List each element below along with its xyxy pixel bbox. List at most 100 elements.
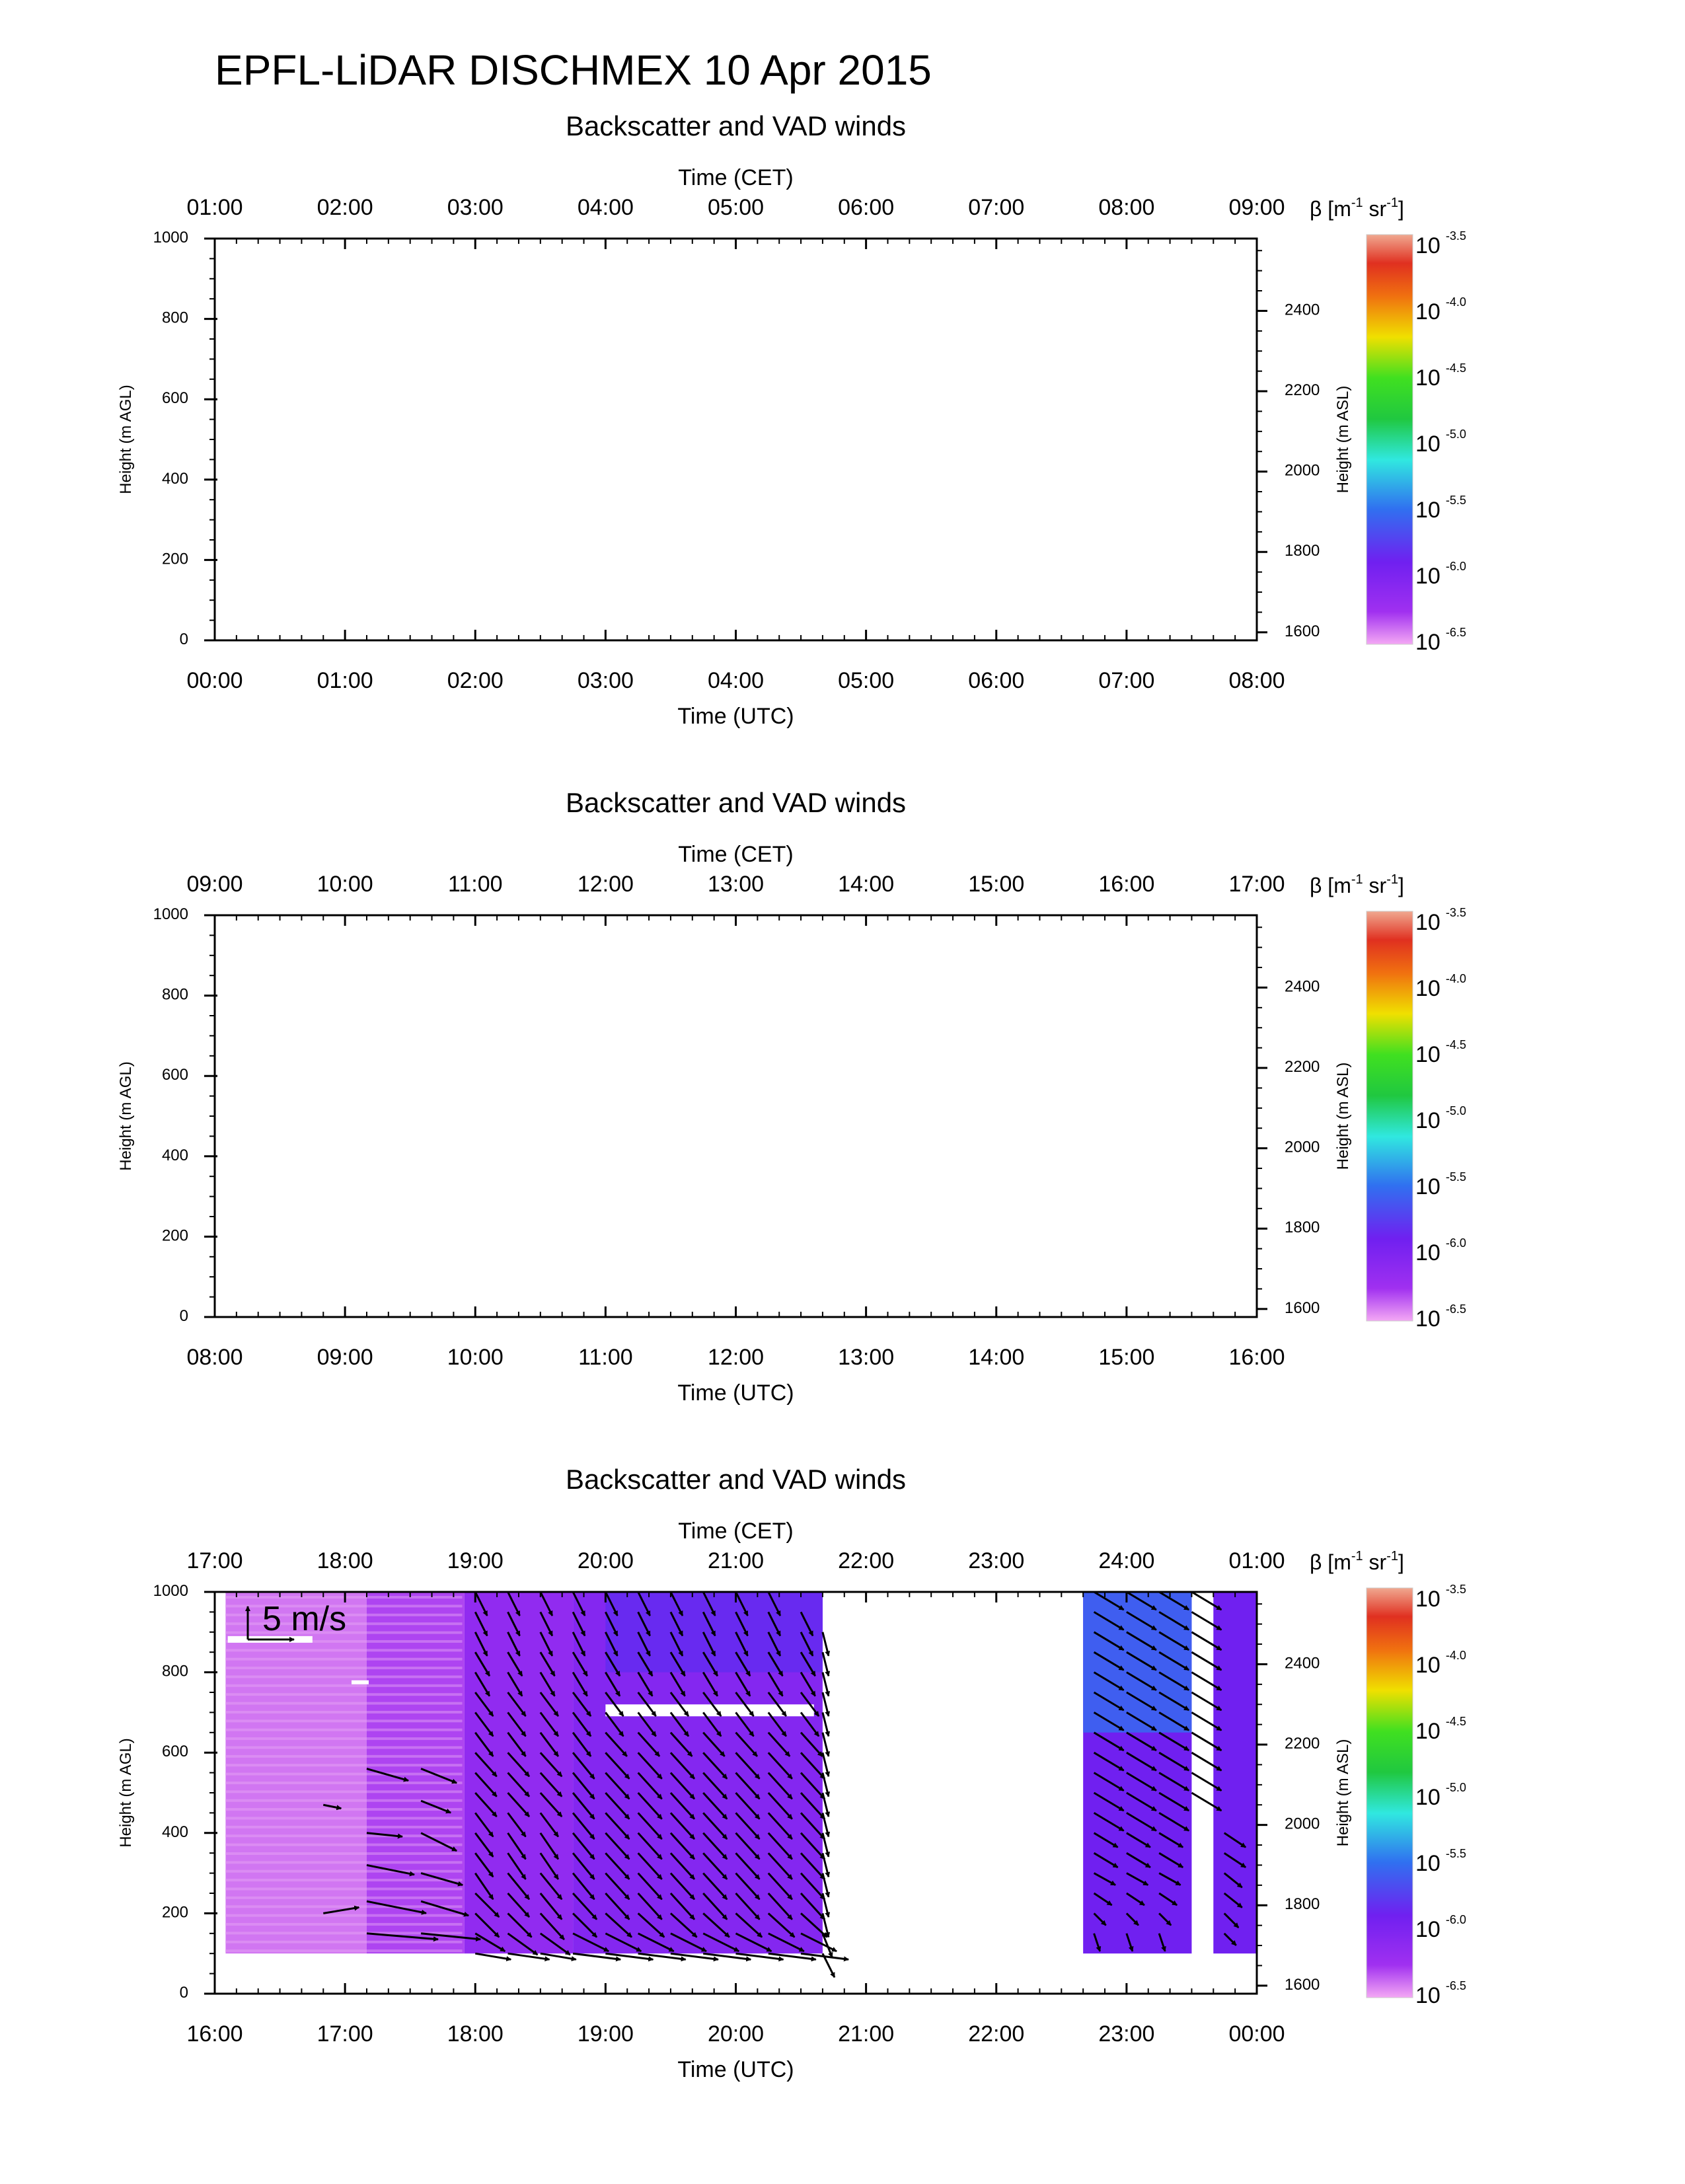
wind-arrow <box>507 1651 523 1677</box>
wind-arrow <box>605 1832 630 1860</box>
right-tick-label: 2000 <box>1285 462 1320 480</box>
wind-arrow <box>507 1952 550 1962</box>
colorbar-tick-exponent: -4.5 <box>1446 1715 1466 1728</box>
wind-arrow <box>800 1611 814 1637</box>
left-tick-label: 800 <box>162 309 188 327</box>
wind-arrow <box>366 1932 439 1942</box>
colorbar-label-part: ] <box>1398 197 1404 221</box>
backscatter-streak <box>225 1914 463 1917</box>
wind-arrow <box>702 1731 726 1757</box>
backscatter-streak <box>225 1887 463 1891</box>
right-tick-label: 2200 <box>1285 381 1320 399</box>
right-tick-label: 1800 <box>1285 1895 1320 1913</box>
right-tick-label: 2200 <box>1285 1058 1320 1076</box>
left-tick-label: 0 <box>180 630 188 648</box>
bottom-tick-label: 11:00 <box>578 1345 633 1370</box>
colorbar-label-exponent: -1 <box>1386 872 1398 887</box>
wind-arrow <box>474 1712 494 1737</box>
panel-3: Backscatter and VAD winds Time (CET) 5 m/s… <box>117 1464 1466 2082</box>
backscatter-streak <box>225 1932 463 1935</box>
colorbar-label-part: ] <box>1398 874 1404 897</box>
wind-arrow <box>1126 1691 1157 1712</box>
wind-arrow <box>1191 1712 1222 1731</box>
backscatter-streak <box>225 1825 463 1828</box>
wind-arrow <box>572 1712 592 1737</box>
backscatter-streak <box>225 1843 463 1846</box>
wind-arrow <box>323 1905 360 1914</box>
backscatter-streak <box>225 1754 463 1758</box>
wind-vectors <box>322 1591 1246 1978</box>
top-tick-label: 01:00 <box>186 195 243 220</box>
top-tick-label: 18:00 <box>317 1548 373 1573</box>
right-tick-label: 2200 <box>1285 1735 1320 1752</box>
wind-scale-reference: 5 m/s <box>245 1600 346 1642</box>
wind-arrow <box>572 1952 622 1962</box>
wind-arrow <box>702 1912 730 1938</box>
wind-arrow <box>735 1912 763 1938</box>
left-tick-label: 1000 <box>153 229 188 246</box>
backscatter-streak <box>225 1649 463 1652</box>
wind-arrow <box>669 1791 696 1820</box>
axis-ticks <box>204 237 1267 642</box>
wind-arrow <box>420 1932 482 1942</box>
wind-arrow <box>637 1671 654 1697</box>
wind-arrow <box>637 1772 663 1800</box>
wind-arrow <box>735 1651 751 1677</box>
wind-arrow <box>767 1591 782 1616</box>
wind-arrow <box>1158 1812 1190 1832</box>
wind-arrow <box>1093 1631 1125 1651</box>
wind-arrow <box>800 1812 826 1840</box>
colorbar-tick-exponent: -4.0 <box>1446 295 1466 309</box>
wind-arrow <box>605 1731 628 1757</box>
left-tick-label: 800 <box>162 1663 188 1680</box>
right-tick-label: 2000 <box>1285 1815 1320 1833</box>
wind-arrow <box>507 1632 521 1657</box>
colorbar-label-part: ] <box>1398 1550 1404 1574</box>
wind-arrow <box>821 1672 831 1697</box>
wind-arrow <box>800 1712 820 1737</box>
wind-arrow <box>1158 1731 1190 1752</box>
backscatter-streak <box>225 1879 463 1882</box>
backscatter-streak <box>225 1613 463 1616</box>
colorbar-tick-base: 10 <box>1415 498 1441 523</box>
wind-scale-label: 5 m/s <box>262 1600 346 1638</box>
backscatter-block <box>1213 1592 1257 1954</box>
wind-arrow <box>637 1872 663 1901</box>
colorbar-tick-exponent: -4.0 <box>1446 1649 1466 1662</box>
wind-arrow <box>1093 1591 1125 1611</box>
wind-arrow <box>605 1952 654 1962</box>
wind-arrow <box>1093 1933 1102 1952</box>
panel-1: Backscatter and VAD winds Time (CET) 01:00… <box>117 110 1466 729</box>
top-tick-label: 20:00 <box>578 1548 634 1573</box>
wind-arrow <box>1158 1691 1190 1712</box>
wind-arrow <box>1223 1832 1246 1848</box>
wind-arrow <box>735 1952 784 1962</box>
colorbar-tick-base: 10 <box>1415 1306 1441 1332</box>
colorbar-label-part: β [m <box>1310 197 1351 221</box>
bottom-tick-label: 22:00 <box>968 2021 1024 2047</box>
wind-arrow <box>637 1752 663 1780</box>
wind-arrow <box>474 1872 494 1901</box>
wind-arrow <box>605 1651 621 1677</box>
wind-arrow <box>507 1852 527 1880</box>
wind-arrow <box>702 1591 716 1616</box>
backscatter-streak <box>225 1781 463 1784</box>
colorbar-tick-label: 10 -4.5 <box>1415 361 1466 391</box>
wind-arrow <box>821 1813 831 1838</box>
wind-arrow <box>1191 1591 1222 1611</box>
top-tick-label: 10:00 <box>317 872 373 897</box>
wind-arrow <box>572 1632 586 1657</box>
plot-frame <box>213 914 1258 1318</box>
wind-arrow <box>669 1872 696 1901</box>
wind-arrow <box>605 1632 618 1657</box>
wind-arrow <box>767 1651 784 1677</box>
wind-arrow <box>420 1832 458 1852</box>
wind-arrow <box>1158 1651 1190 1671</box>
wind-arrow <box>669 1651 686 1677</box>
wind-arrow <box>1126 1832 1151 1848</box>
colorbar-label: β [m-1 sr-1] <box>1310 196 1404 221</box>
wind-arrow <box>1093 1832 1119 1848</box>
backscatter-streak <box>225 1905 463 1908</box>
backscatter-streak <box>225 1922 463 1926</box>
wind-arrow <box>670 1932 707 1953</box>
